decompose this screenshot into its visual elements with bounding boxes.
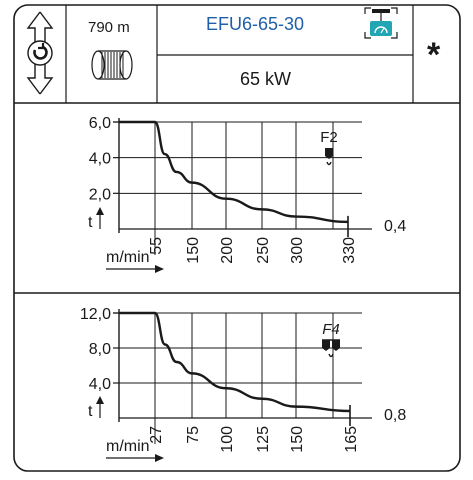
x-tick-label: 100	[219, 426, 236, 453]
cable-length: 790 m	[88, 19, 130, 36]
hook-label: F4	[322, 321, 340, 338]
y-tick-label: 4,0	[89, 376, 111, 393]
speed-load-chart-f2: 6,0 4,0 2,0 0,4 55 150 200 250 300 330 t m/min F2	[88, 115, 406, 273]
x-tick-label: 300	[289, 237, 306, 264]
x-axis-arrowhead	[155, 265, 164, 273]
card-frame	[13, 4, 461, 472]
y-tick-label: 2,0	[89, 186, 111, 203]
y-axis-label: t	[88, 214, 93, 231]
min-load-label: 0,8	[384, 407, 406, 424]
footnote-star: *	[427, 36, 441, 74]
series-line	[119, 311, 351, 413]
x-tick-label: 75	[185, 426, 202, 444]
x-axis-arrowhead	[155, 454, 164, 462]
x-tick-label: 27	[148, 426, 165, 444]
x-tick-label: 150	[185, 237, 202, 264]
pendant-badge	[370, 21, 392, 36]
x-tick-label: 200	[219, 237, 236, 264]
y-tick-label: 12,0	[80, 306, 111, 323]
min-load-label: 0,4	[384, 218, 406, 235]
y-tick-label: 6,0	[89, 115, 111, 132]
hook-label: F2	[320, 129, 338, 146]
y-tick-label: 4,0	[89, 151, 111, 168]
single-hook-icon	[325, 148, 333, 166]
y-tick-label: 8,0	[89, 341, 111, 358]
model-name: EFU6-65-30	[206, 14, 305, 34]
x-axis-label: m/min	[106, 249, 150, 266]
x-tick-label: 165	[343, 426, 360, 453]
rotate-arrows-icon	[26, 11, 54, 95]
pendant-control-icon	[364, 7, 398, 39]
x-axis-label: m/min	[106, 438, 150, 455]
x-tick-label: 330	[341, 237, 358, 264]
series-line	[119, 120, 349, 224]
x-tick-label: 55	[148, 237, 165, 255]
x-tick-label: 125	[255, 426, 272, 453]
y-axis-arrowhead	[96, 207, 104, 215]
y-axis-label: t	[88, 403, 93, 420]
x-tick-label: 150	[289, 426, 306, 453]
motor-power: 65 kW	[240, 69, 292, 89]
x-tick-label: 250	[255, 237, 272, 264]
cable-drum-icon	[91, 50, 133, 80]
y-axis-arrowhead	[96, 396, 104, 404]
speed-load-chart-f4: 12,0 8,0 4,0 0,8 27 75 100 125 150 165 t m/min F4	[80, 306, 406, 462]
double-hook-icon	[322, 339, 340, 358]
